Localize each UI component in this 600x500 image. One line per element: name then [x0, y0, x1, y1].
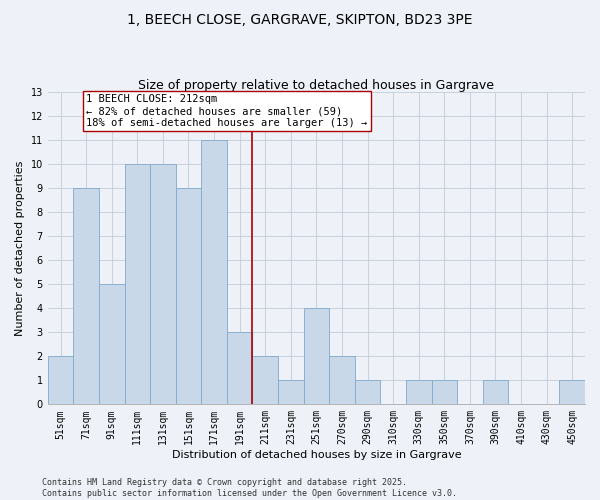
Bar [125, 164, 150, 404]
Bar [227, 332, 253, 404]
Y-axis label: Number of detached properties: Number of detached properties [15, 160, 25, 336]
Text: 1 BEECH CLOSE: 212sqm
← 82% of detached houses are smaller (59)
18% of semi-deta: 1 BEECH CLOSE: 212sqm ← 82% of detached … [86, 94, 367, 128]
Bar [201, 140, 227, 404]
Bar [253, 356, 278, 405]
Title: Size of property relative to detached houses in Gargrave: Size of property relative to detached ho… [139, 79, 494, 92]
Bar [406, 380, 431, 404]
Bar [48, 356, 73, 405]
Bar [482, 380, 508, 404]
Bar [176, 188, 201, 404]
Bar [559, 380, 585, 404]
X-axis label: Distribution of detached houses by size in Gargrave: Distribution of detached houses by size … [172, 450, 461, 460]
Bar [278, 380, 304, 404]
Bar [431, 380, 457, 404]
Bar [73, 188, 99, 404]
Bar [150, 164, 176, 404]
Bar [355, 380, 380, 404]
Bar [99, 284, 125, 405]
Text: 1, BEECH CLOSE, GARGRAVE, SKIPTON, BD23 3PE: 1, BEECH CLOSE, GARGRAVE, SKIPTON, BD23 … [127, 12, 473, 26]
Bar [329, 356, 355, 405]
Text: Contains HM Land Registry data © Crown copyright and database right 2025.
Contai: Contains HM Land Registry data © Crown c… [42, 478, 457, 498]
Bar [304, 308, 329, 404]
